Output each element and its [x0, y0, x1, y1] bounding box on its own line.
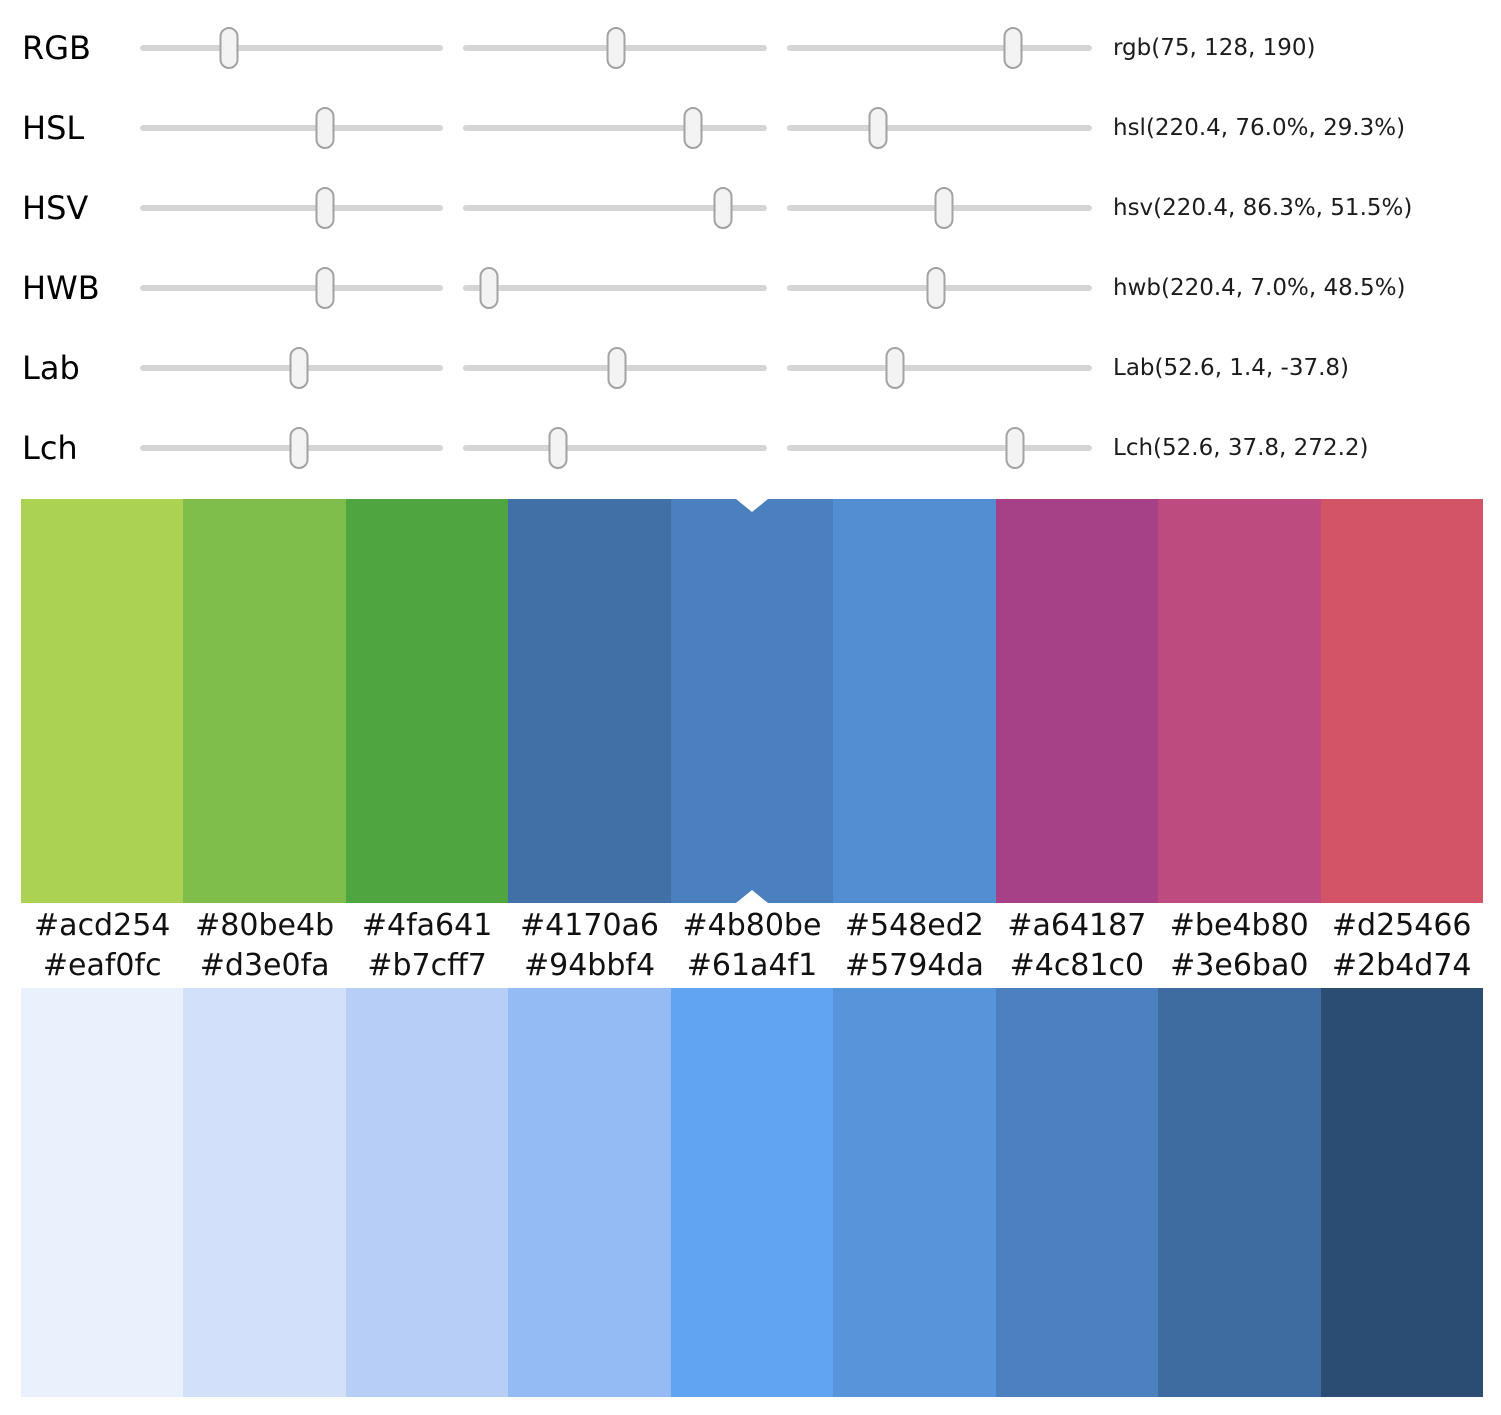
- lab-a-slider-track[interactable]: [463, 347, 767, 389]
- lch-h-slider-track[interactable]: [787, 427, 1092, 469]
- rgb-r-slider-thumb[interactable]: [219, 27, 239, 69]
- slider-panel: RGB rgb(75, 128, 190) HSL hsl(220.4, 76.…: [0, 8, 1501, 488]
- swatch[interactable]: [833, 499, 996, 903]
- lch-value-text: Lch(52.6, 37.8, 272.2): [1113, 435, 1369, 461]
- swatch[interactable]: [345, 499, 509, 903]
- swatch[interactable]: [345, 988, 509, 1397]
- lch-l-slider-track[interactable]: [140, 427, 443, 469]
- lch-h-slider-thumb[interactable]: [1005, 427, 1025, 469]
- swatch[interactable]: [183, 499, 346, 903]
- rgb-b-slider-track[interactable]: [787, 27, 1092, 69]
- rgb-r-slider-track[interactable]: [140, 27, 443, 69]
- lch-l-slider-thumb[interactable]: [289, 427, 309, 469]
- hsl-row-label: HSL: [22, 109, 85, 147]
- swatch[interactable]: [1320, 988, 1483, 1397]
- swatch[interactable]: [21, 988, 184, 1397]
- swatch[interactable]: [995, 499, 1159, 903]
- hsv-h-slider-thumb[interactable]: [315, 187, 335, 229]
- hex-label: #94bbf4: [524, 948, 656, 983]
- hwb-h-slider-track[interactable]: [140, 267, 443, 309]
- slider-row-hwb: HWB hwb(220.4, 7.0%, 48.5%): [0, 248, 1501, 328]
- hsl-h-slider-thumb[interactable]: [315, 107, 335, 149]
- lch-c-slider-thumb[interactable]: [548, 427, 568, 469]
- swatch[interactable]: [1320, 499, 1483, 903]
- hwb-w-slider-track[interactable]: [463, 267, 767, 309]
- slider-row-lch: Lch Lch(52.6, 37.8, 272.2): [0, 408, 1501, 488]
- hsv-v-slider-thumb[interactable]: [934, 187, 954, 229]
- swatch[interactable]: [1158, 499, 1321, 903]
- hex-label: #5794da: [844, 948, 984, 983]
- lab-l-slider-track[interactable]: [140, 347, 443, 389]
- hex-label: #d3e0fa: [199, 948, 330, 983]
- hsv-v-slider-track[interactable]: [787, 187, 1092, 229]
- lab-value-text: Lab(52.6, 1.4, -37.8): [1113, 355, 1349, 381]
- hex-label: #4fa641: [361, 908, 493, 943]
- lab-l-slider-thumb[interactable]: [289, 347, 309, 389]
- hwb-b-slider-thumb[interactable]: [926, 267, 946, 309]
- hex-label: #3e6ba0: [1170, 948, 1309, 983]
- lab-b-slider-track[interactable]: [787, 347, 1092, 389]
- hex-label: #b7cff7: [367, 948, 487, 983]
- hsl-l-slider-track[interactable]: [787, 107, 1092, 149]
- hex-label: #4c81c0: [1009, 948, 1145, 983]
- hsl-s-slider-thumb[interactable]: [683, 107, 703, 149]
- rgb-g-slider-thumb[interactable]: [606, 27, 626, 69]
- hex-label: #eaf0fc: [42, 948, 162, 983]
- slider-row-lab: Lab Lab(52.6, 1.4, -37.8): [0, 328, 1501, 408]
- swatch[interactable]: [670, 988, 834, 1397]
- swatch-selected[interactable]: [670, 499, 834, 903]
- hex-label: #a64187: [1007, 908, 1147, 943]
- hsl-s-slider-track[interactable]: [463, 107, 767, 149]
- hsv-value-text: hsv(220.4, 86.3%, 51.5%): [1113, 195, 1413, 221]
- lch-row-label: Lch: [22, 429, 78, 467]
- hwb-b-slider-track[interactable]: [787, 267, 1092, 309]
- hsv-h-slider-track[interactable]: [140, 187, 443, 229]
- swatch[interactable]: [21, 499, 184, 903]
- hex-label: #be4b80: [1169, 908, 1309, 943]
- hwb-w-slider-thumb[interactable]: [479, 267, 499, 309]
- swatch[interactable]: [833, 988, 996, 1397]
- lab-row-label: Lab: [22, 349, 80, 387]
- hsv-s-slider-thumb[interactable]: [713, 187, 733, 229]
- hex-label: #acd254: [34, 908, 171, 943]
- swatch[interactable]: [995, 988, 1159, 1397]
- hex-label: #d25466: [1331, 908, 1472, 943]
- swatch[interactable]: [183, 988, 346, 1397]
- hwb-value-text: hwb(220.4, 7.0%, 48.5%): [1113, 275, 1406, 301]
- hex-label: #61a4f1: [686, 948, 818, 983]
- hsl-h-slider-track[interactable]: [140, 107, 443, 149]
- hex-label: #4170a6: [520, 908, 660, 943]
- lab-a-slider-thumb[interactable]: [607, 347, 627, 389]
- hsl-value-text: hsl(220.4, 76.0%, 29.3%): [1113, 115, 1406, 141]
- swatch[interactable]: [508, 988, 671, 1397]
- palette-strip-top: [21, 499, 1483, 903]
- slider-row-hsv: HSV hsv(220.4, 86.3%, 51.5%): [0, 168, 1501, 248]
- hsv-row-label: HSV: [22, 189, 89, 227]
- swatch[interactable]: [1158, 988, 1321, 1397]
- hex-label: #548ed2: [844, 908, 984, 943]
- slider-row-hsl: HSL hsl(220.4, 76.0%, 29.3%): [0, 88, 1501, 168]
- lch-c-slider-track[interactable]: [463, 427, 767, 469]
- rgb-row-label: RGB: [22, 29, 91, 67]
- rgb-g-slider-track[interactable]: [463, 27, 767, 69]
- hex-label-row-bottom: #eaf0fc #d3e0fa #b7cff7 #94bbf4 #61a4f1 …: [21, 944, 1483, 988]
- hex-label: #2b4d74: [1331, 948, 1472, 983]
- selection-notch-bottom: [736, 890, 768, 903]
- selection-notch-top: [736, 499, 768, 512]
- hsv-s-slider-track[interactable]: [463, 187, 767, 229]
- hwb-row-label: HWB: [22, 269, 100, 307]
- rgb-b-slider-thumb[interactable]: [1003, 27, 1023, 69]
- lab-b-slider-thumb[interactable]: [885, 347, 905, 389]
- hwb-h-slider-thumb[interactable]: [315, 267, 335, 309]
- hsl-l-slider-thumb[interactable]: [868, 107, 888, 149]
- hex-label: #80be4b: [195, 908, 335, 943]
- rgb-value-text: rgb(75, 128, 190): [1113, 35, 1316, 61]
- palette-strip-bottom: [21, 988, 1483, 1397]
- swatch[interactable]: [508, 499, 671, 903]
- hex-label-row-top: #acd254 #80be4b #4fa641 #4170a6 #4b80be …: [21, 903, 1483, 949]
- hex-label: #4b80be: [682, 908, 822, 943]
- slider-row-rgb: RGB rgb(75, 128, 190): [0, 8, 1501, 88]
